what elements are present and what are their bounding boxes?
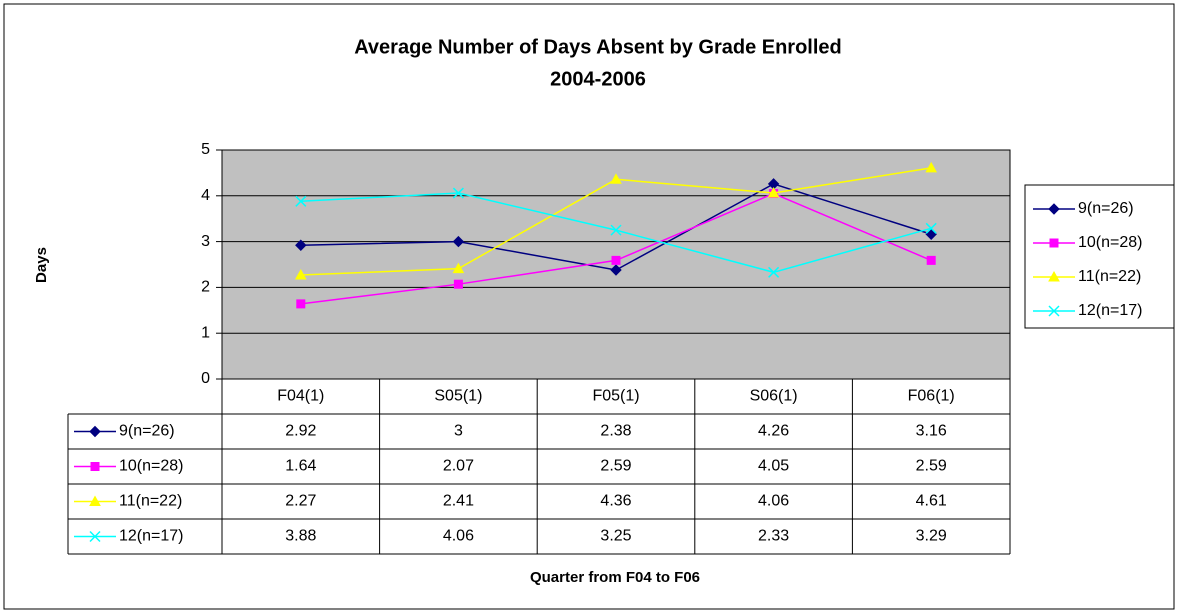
table-value: 4.06 (758, 493, 789, 510)
marker (1048, 203, 1060, 215)
marker (767, 187, 780, 198)
marker (1048, 305, 1060, 317)
marker (296, 299, 306, 309)
x-tick-label: F04(1) (277, 388, 324, 405)
marker-stroke (295, 195, 307, 207)
marker (452, 262, 465, 274)
table-series-name: 9(n=26) (119, 423, 175, 440)
table-value: 3.25 (600, 528, 631, 545)
y-tick-label: 5 (201, 141, 210, 158)
table-value: 3.29 (916, 528, 947, 545)
table-value: 2.92 (285, 423, 316, 440)
table-series-name: 12(n=17) (119, 528, 184, 545)
legend-label: 10(n=28) (1078, 234, 1143, 251)
marker (610, 173, 622, 184)
y-tick-label: 0 (201, 370, 210, 387)
marker (925, 161, 938, 173)
marker-stroke (925, 222, 937, 234)
table-value: 4.06 (443, 528, 474, 545)
table-value: 2.38 (600, 423, 631, 440)
marker (90, 462, 100, 471)
table-value: 3 (454, 423, 463, 440)
marker (294, 269, 307, 280)
marker-stroke (1048, 305, 1060, 317)
table-value: 2.59 (600, 458, 631, 475)
marker (295, 195, 307, 207)
marker (89, 495, 101, 506)
marker (610, 224, 622, 236)
table-value: 2.27 (285, 493, 316, 510)
x-axis-label: Quarter from F04 to F06 (530, 569, 700, 586)
marker (1048, 270, 1060, 282)
marker (452, 235, 465, 248)
table-value: 4.26 (758, 423, 789, 440)
y-axis-label: Days (33, 247, 50, 283)
table-value: 2.41 (443, 493, 474, 510)
marker (768, 266, 780, 278)
table-value: 3.88 (285, 528, 316, 545)
table-value: 3.16 (916, 423, 947, 440)
y-tick-label: 4 (201, 187, 210, 204)
marker-stroke (610, 224, 622, 236)
legend-label: 9(n=26) (1078, 200, 1134, 217)
table-value: 2.59 (916, 458, 947, 475)
table-value: 2.07 (443, 458, 474, 475)
table-value: 1.64 (285, 458, 316, 475)
marker (89, 425, 101, 438)
marker (89, 530, 101, 543)
table-series-name: 11(n=22) (119, 493, 182, 510)
y-tick-label: 2 (201, 279, 210, 296)
y-tick-label: 3 (201, 233, 210, 250)
x-tick-label: F05(1) (592, 388, 639, 405)
x-tick-label: S05(1) (434, 388, 482, 405)
legend-label: 12(n=17) (1078, 302, 1143, 319)
table-value: 4.61 (916, 493, 947, 510)
table-value: 4.05 (758, 458, 789, 475)
marker (453, 279, 463, 289)
table-value: 4.36 (600, 493, 631, 510)
marker (611, 255, 621, 265)
marker (452, 187, 464, 199)
marker-stroke (768, 266, 780, 278)
chart-title: Average Number of Days Absent by Grade E… (354, 36, 842, 58)
y-tick-label: 1 (201, 324, 210, 341)
table-value: 2.33 (758, 528, 789, 545)
marker (925, 222, 937, 234)
marker (1049, 238, 1059, 248)
marker (610, 264, 622, 276)
marker (926, 255, 936, 265)
legend-label: 11(n=22) (1078, 268, 1141, 285)
marker-stroke (452, 187, 464, 199)
table-series-name: 10(n=28) (119, 458, 184, 475)
x-tick-label: S06(1) (750, 388, 798, 405)
marker-stroke (89, 530, 101, 543)
chart-subtitle: 2004-2006 (550, 68, 646, 90)
x-tick-label: F06(1) (908, 388, 955, 405)
marker (295, 239, 307, 251)
